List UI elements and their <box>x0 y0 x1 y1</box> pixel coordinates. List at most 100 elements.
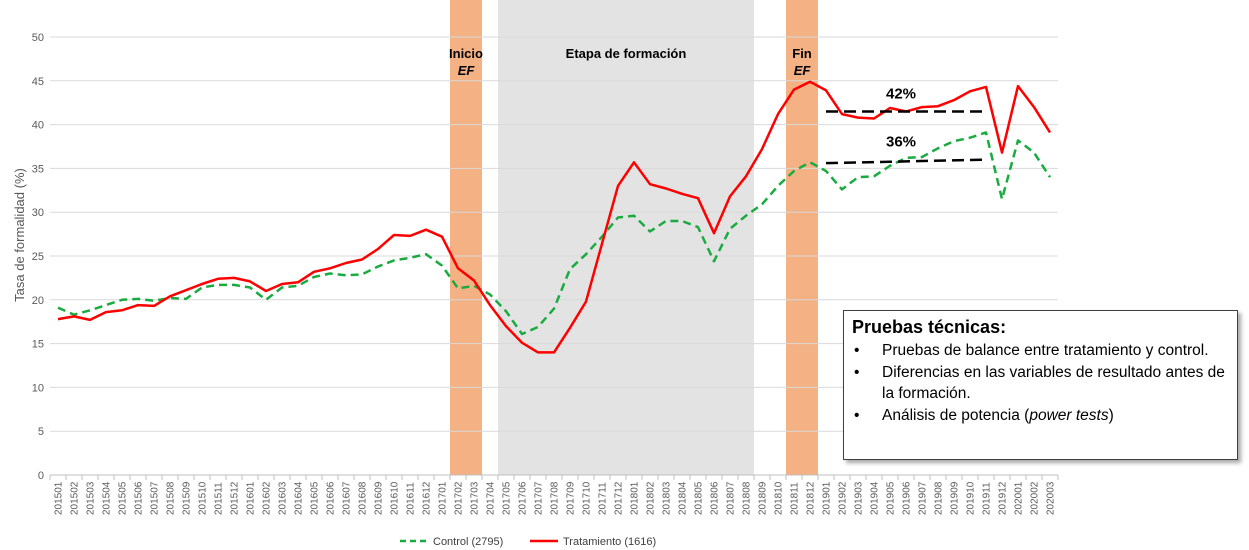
x-tick-label: 201804 <box>678 481 689 515</box>
legend-label: Control (2795) <box>433 536 503 548</box>
region-sublabel-inicio: EF <box>458 63 476 78</box>
annotation-label: 36% <box>886 134 916 151</box>
x-tick-label: 201811 <box>790 482 801 515</box>
y-tick-label: 30 <box>32 207 44 219</box>
x-tick-label: 201808 <box>742 481 753 515</box>
x-tick-label: 201609 <box>374 481 385 515</box>
x-tick-label: 201801 <box>630 481 641 515</box>
annotation-line <box>825 158 987 165</box>
x-tick-label: 202001 <box>1014 481 1025 515</box>
x-tick-label: 201511 <box>214 482 225 515</box>
x-tick-label: 202003 <box>1046 481 1057 515</box>
x-tick-label: 201503 <box>86 481 97 515</box>
x-tick-label: 201701 <box>438 481 449 515</box>
x-tick-label: 201612 <box>422 481 433 515</box>
x-tick-label: 201802 <box>646 481 657 515</box>
y-tick-label: 50 <box>32 32 44 44</box>
x-tick-label: 201904 <box>870 481 881 515</box>
bullet: • <box>854 406 860 424</box>
gridlines <box>50 36 1058 432</box>
legend-label: Tratamiento (1616) <box>563 536 656 548</box>
shaded-regions: Inicio EF Etapa de formación Fin EF <box>449 0 818 475</box>
y-tick-label: 10 <box>32 382 44 394</box>
notes-item-italic: power tests <box>1029 406 1109 424</box>
x-tick-label: 201710 <box>582 481 593 515</box>
y-tick-label: 5 <box>38 426 44 438</box>
x-tick-label: 201606 <box>326 481 337 515</box>
y-tick-label: 0 <box>38 470 44 482</box>
x-tick-label: 201908 <box>934 481 945 515</box>
y-tick-label: 45 <box>32 76 44 88</box>
notes-item-text: Análisis de potencia ( <box>882 406 1030 424</box>
x-tick-label: 201702 <box>454 481 465 515</box>
x-axis-ticks: 201501 201502 201503 201504 201505 201506 2015… <box>54 481 1057 515</box>
x-tick-label: 201706 <box>518 481 529 515</box>
x-tick-label: 201605 <box>310 481 321 515</box>
x-tick-label: 201602 <box>262 481 273 515</box>
x-tick-label: 201601 <box>246 481 257 515</box>
region-label-fin: Fin <box>792 46 812 61</box>
x-tick-label: 201810 <box>774 481 785 515</box>
annotations: 42% 36% <box>825 85 987 165</box>
region-label-etapa: Etapa de formación <box>566 46 687 61</box>
x-tick-label: 201507 <box>150 481 161 515</box>
y-tick-label: 15 <box>32 339 44 351</box>
shaded-region-fin <box>786 0 818 475</box>
shaded-region-etapa <box>498 0 754 475</box>
x-tick-label: 201806 <box>710 481 721 515</box>
x-tick-label: 201604 <box>294 481 305 515</box>
y-tick-label: 35 <box>32 163 44 175</box>
x-tick-label: 201709 <box>566 481 577 515</box>
x-tick-label: 201506 <box>134 481 145 515</box>
bullet: • <box>854 342 860 359</box>
y-axis-ticks: 0 5 10 15 20 25 30 35 40 45 50 <box>32 32 44 482</box>
region-label-inicio: Inicio <box>449 46 483 61</box>
region-sublabel-fin: EF <box>794 63 812 78</box>
annotation-label: 42% <box>886 85 916 102</box>
bullet: • <box>854 363 860 381</box>
notes-title: Pruebas técnicas: <box>852 317 1007 337</box>
x-tick-label: 201611 <box>406 482 417 515</box>
legend: Control (2795) Tratamiento (1616) <box>400 536 656 548</box>
x-tick-label: 201607 <box>342 481 353 515</box>
series-line-control <box>57 131 1052 336</box>
x-tick-label: 201508 <box>166 481 177 515</box>
notes-item: • Pruebas de balance entre tratamiento y … <box>852 340 1229 362</box>
x-axis <box>49 474 1059 480</box>
x-tick-label: 201501 <box>54 481 65 515</box>
x-tick-label: 201708 <box>550 481 561 515</box>
x-tick-label: 201502 <box>70 481 81 515</box>
notes-item: • Diferencias en las variables de resulta… <box>852 362 1229 405</box>
y-tick-label: 25 <box>32 251 44 263</box>
notes-item-text: Diferencias en las variables de resultad… <box>882 363 1225 403</box>
x-tick-label: 201807 <box>726 481 737 515</box>
notes-item-text: Pruebas de balance entre tratamiento y c… <box>882 342 1209 359</box>
x-tick-label: 201610 <box>390 481 401 515</box>
y-tick-label: 20 <box>32 295 44 307</box>
x-tick-label: 201510 <box>198 481 209 515</box>
x-tick-label: 202002 <box>1030 481 1041 515</box>
x-tick-label: 201603 <box>278 481 289 515</box>
x-tick-label: 201911 <box>982 482 993 515</box>
x-tick-label: 201912 <box>998 481 1009 515</box>
notes-list: • Pruebas de balance entre tratamiento y … <box>852 340 1229 426</box>
x-tick-label: 201907 <box>918 481 929 515</box>
x-tick-label: 201512 <box>230 481 241 515</box>
x-tick-label: 201705 <box>502 481 513 515</box>
shaded-region-inicio <box>450 0 482 475</box>
x-tick-label: 201504 <box>102 481 113 515</box>
notes-item-text: ) <box>1108 406 1114 424</box>
x-tick-label: 201803 <box>662 481 673 515</box>
x-tick-label: 201809 <box>758 481 769 515</box>
x-tick-label: 201901 <box>822 481 833 515</box>
x-tick-label: 201906 <box>902 481 913 515</box>
x-tick-label: 201805 <box>694 481 705 515</box>
x-tick-label: 201703 <box>470 481 481 515</box>
x-tick-label: 201909 <box>950 481 961 515</box>
x-tick-label: 201905 <box>886 481 897 515</box>
x-tick-label: 201704 <box>486 481 497 515</box>
notes-box: Pruebas técnicas: • Pruebas de balance en… <box>843 310 1238 460</box>
x-tick-label: 201711 <box>598 482 609 515</box>
x-tick-label: 201707 <box>534 481 545 515</box>
